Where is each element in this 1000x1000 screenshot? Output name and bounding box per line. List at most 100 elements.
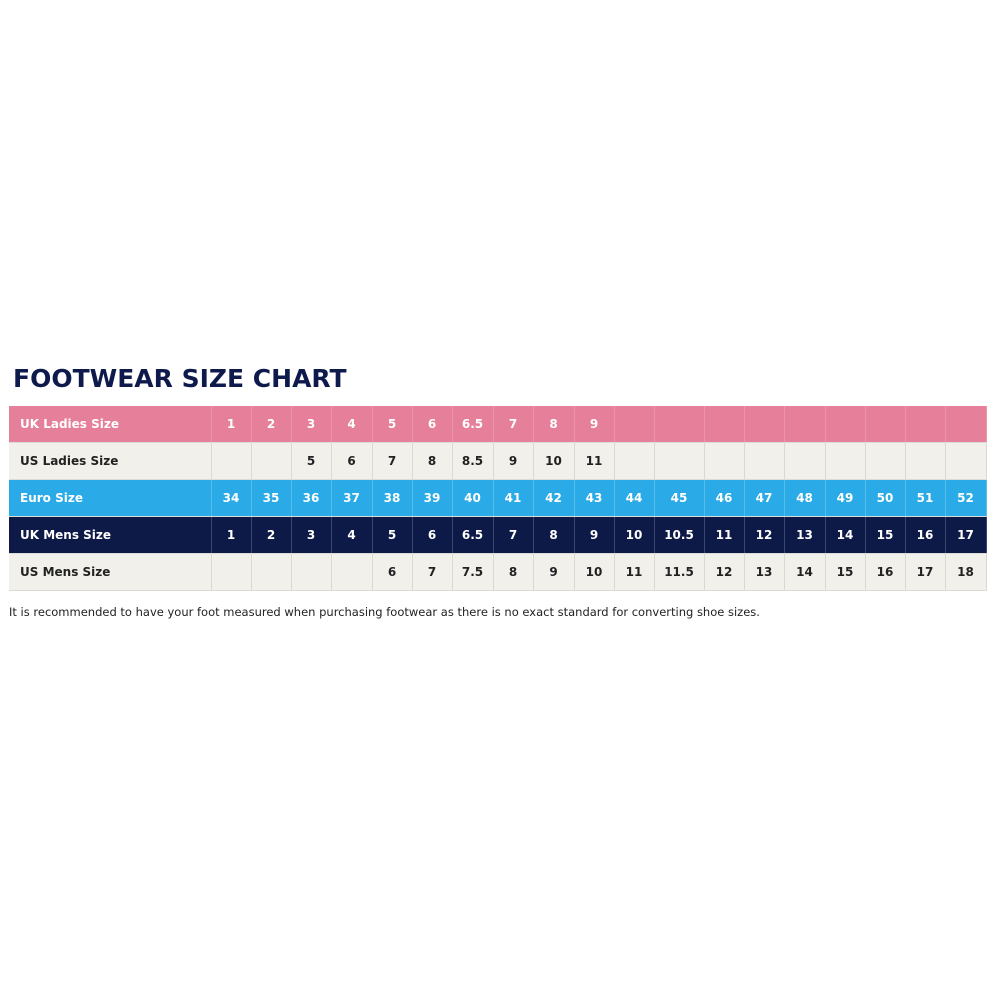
size-cell: 8: [493, 553, 534, 591]
size-cell: 1: [211, 406, 252, 443]
row-label: UK Mens Size: [9, 516, 212, 554]
size-cell: 4: [331, 516, 373, 554]
size-cell: 11: [704, 516, 745, 554]
size-cell: 48: [784, 479, 826, 517]
size-cell: 17: [905, 553, 946, 591]
size-cell: [251, 442, 292, 480]
size-cell: 18: [945, 553, 987, 591]
size-cell: 10: [574, 553, 615, 591]
size-cell: 6: [331, 442, 373, 480]
size-cell: 6.5: [452, 406, 494, 443]
size-cell: 46: [704, 479, 745, 517]
size-cell: 50: [865, 479, 906, 517]
size-cell: 9: [533, 553, 575, 591]
size-cell: 9: [574, 406, 615, 443]
size-cell: [825, 442, 866, 480]
size-cell: 11: [614, 553, 655, 591]
size-cell: [291, 553, 332, 591]
size-cell: 40: [452, 479, 494, 517]
size-cell: 15: [825, 553, 866, 591]
size-cell: 44: [614, 479, 655, 517]
size-cell: [744, 442, 785, 480]
size-cell: 1: [211, 516, 252, 554]
size-cell: 52: [945, 479, 987, 517]
table-row: UK Ladies Size 1 2 3 4 5 6 6.5 7 8 9: [9, 406, 987, 443]
size-cell: 9: [493, 442, 534, 480]
size-cell: 5: [291, 442, 332, 480]
table-row: US Ladies Size 5 6 7 8 8.5 9 10 11: [9, 442, 987, 480]
size-cell: 8: [412, 442, 453, 480]
size-cell: 42: [533, 479, 575, 517]
table-row: Euro Size 34 35 36 37 38 39 40 41 42 43 44 45 46 47 48 4…: [9, 479, 987, 517]
size-cell: 37: [331, 479, 373, 517]
size-cell: 10: [533, 442, 575, 480]
size-cell: 17: [945, 516, 987, 554]
row-label: US Ladies Size: [9, 442, 212, 480]
size-cell: [331, 553, 373, 591]
row-label: UK Ladies Size: [9, 406, 212, 443]
size-cell: 10.5: [654, 516, 705, 554]
size-cell: [865, 442, 906, 480]
size-cell: 7.5: [452, 553, 494, 591]
size-cell: 36: [291, 479, 332, 517]
size-cell: 7: [412, 553, 453, 591]
size-cell: 45: [654, 479, 705, 517]
size-cell: [211, 553, 252, 591]
size-cell: 5: [372, 406, 413, 443]
size-cell: 2: [251, 406, 292, 443]
size-cell: 7: [372, 442, 413, 480]
size-cell: 51: [905, 479, 946, 517]
size-cell: [905, 442, 946, 480]
size-cell: [614, 442, 655, 480]
table-row: UK Mens Size 1 2 3 4 5 6 6.5 7 8 9 10 10.5 11 12 13 14 15…: [9, 516, 987, 554]
table-row: US Mens Size 6 7 7.5 8 9 10 11 11.5 12 13 14 15 16 17 1…: [9, 553, 987, 591]
size-cell: [654, 406, 705, 443]
size-cell: 11: [574, 442, 615, 480]
size-cell: 15: [865, 516, 906, 554]
size-cell: 34: [211, 479, 252, 517]
size-cell: [654, 442, 705, 480]
size-chart-table: UK Ladies Size 1 2 3 4 5 6 6.5 7 8 9 US Ladies Size…: [9, 406, 987, 591]
size-cell: 5: [372, 516, 413, 554]
size-cell: 12: [704, 553, 745, 591]
size-cell: 6: [372, 553, 413, 591]
size-cell: 13: [784, 516, 826, 554]
size-cell: 16: [905, 516, 946, 554]
size-cell: [744, 406, 785, 443]
size-cell: 2: [251, 516, 292, 554]
size-cell: [865, 406, 906, 443]
size-cell: 47: [744, 479, 785, 517]
size-cell: 14: [784, 553, 826, 591]
size-cell: 10: [614, 516, 655, 554]
size-cell: 3: [291, 516, 332, 554]
row-label: US Mens Size: [9, 553, 212, 591]
size-cell: 4: [331, 406, 373, 443]
size-cell: 6: [412, 406, 453, 443]
size-cell: 8: [533, 516, 575, 554]
size-cell: 12: [744, 516, 785, 554]
size-cell: 43: [574, 479, 615, 517]
size-cell: [614, 406, 655, 443]
size-cell: 6.5: [452, 516, 494, 554]
size-cell: [784, 406, 826, 443]
size-cell: 11.5: [654, 553, 705, 591]
size-cell: [784, 442, 826, 480]
size-cell: 8.5: [452, 442, 494, 480]
size-note: It is recommended to have your foot meas…: [9, 605, 760, 619]
size-cell: [251, 553, 292, 591]
size-cell: 38: [372, 479, 413, 517]
size-cell: 41: [493, 479, 534, 517]
size-cell: [704, 406, 745, 443]
size-cell: 9: [574, 516, 615, 554]
size-cell: 7: [493, 516, 534, 554]
size-cell: 49: [825, 479, 866, 517]
size-cell: [945, 406, 987, 443]
size-cell: 16: [865, 553, 906, 591]
size-cell: 8: [533, 406, 575, 443]
size-cell: [945, 442, 987, 480]
size-cell: 7: [493, 406, 534, 443]
size-cell: 3: [291, 406, 332, 443]
size-cell: [825, 406, 866, 443]
size-cell: 14: [825, 516, 866, 554]
size-cell: [905, 406, 946, 443]
